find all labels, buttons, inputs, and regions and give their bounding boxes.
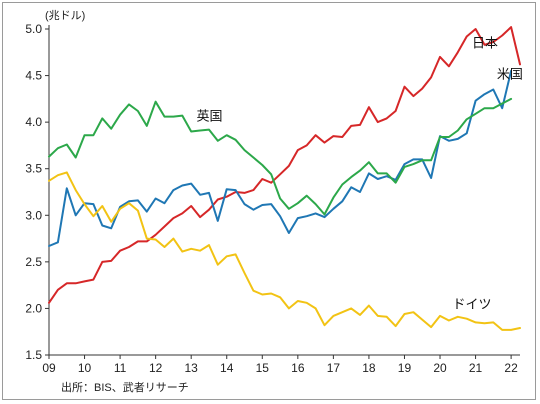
line-chart: 5.0 4.5 4.0 3.5 3.0 2.5 2.0 1.509 10 11 12 13 14 15 16… — [25, 9, 523, 394]
x-tick-label: 21 — [469, 361, 483, 375]
x-tick-label: 13 — [185, 361, 199, 375]
x-tick-label: 16 — [291, 361, 305, 375]
series-label-1: 米国 — [497, 66, 523, 81]
series-line-3 — [48, 171, 521, 331]
y-tick-label: 2.0 — [25, 301, 42, 315]
y-tick-label: 4.0 — [25, 115, 42, 129]
unit-label: (兆ドル) — [45, 9, 85, 22]
x-tick-label: 20 — [433, 361, 447, 375]
y-tick-label: 5.0 — [25, 22, 42, 36]
series-group — [48, 26, 521, 331]
axes: 5.0 4.5 4.0 3.5 3.0 2.5 2.0 1.509 10 11 12 13 14 15 16… — [25, 22, 520, 375]
series-line-1 — [48, 69, 513, 247]
x-tick-label: 17 — [327, 361, 341, 375]
series-label-3: ドイツ — [452, 296, 491, 311]
series-label-2: 英国 — [197, 108, 223, 123]
y-tick-label: 4.5 — [25, 69, 42, 83]
y-tick-label: 3.5 — [25, 162, 42, 176]
chart-frame: 5.0 4.5 4.0 3.5 3.0 2.5 2.0 1.5 09 10 11 12 13 14 15 16… — [2, 2, 536, 400]
x-tick-label: 22 — [504, 361, 518, 375]
source-note: 出所：BIS、武者リサーチ — [61, 380, 189, 394]
x-tick-label: 18 — [362, 361, 376, 375]
x-tick-label: 10 — [78, 361, 92, 375]
x-tick-label: 19 — [398, 361, 412, 375]
y-tick-label: 1.5 — [25, 348, 42, 362]
x-tick-label: 11 — [114, 361, 127, 375]
y-tick-label: 3.0 — [25, 208, 42, 222]
y-tick-label: 2.5 — [25, 255, 42, 269]
x-tick-label: 09 — [42, 361, 56, 375]
x-tick-label: 15 — [256, 361, 270, 375]
series-label-0: 日本 — [472, 36, 498, 51]
series-line-2 — [48, 97, 513, 216]
x-tick-label: 12 — [149, 361, 163, 375]
series-line-0 — [48, 26, 521, 304]
x-tick-label: 14 — [220, 361, 234, 375]
